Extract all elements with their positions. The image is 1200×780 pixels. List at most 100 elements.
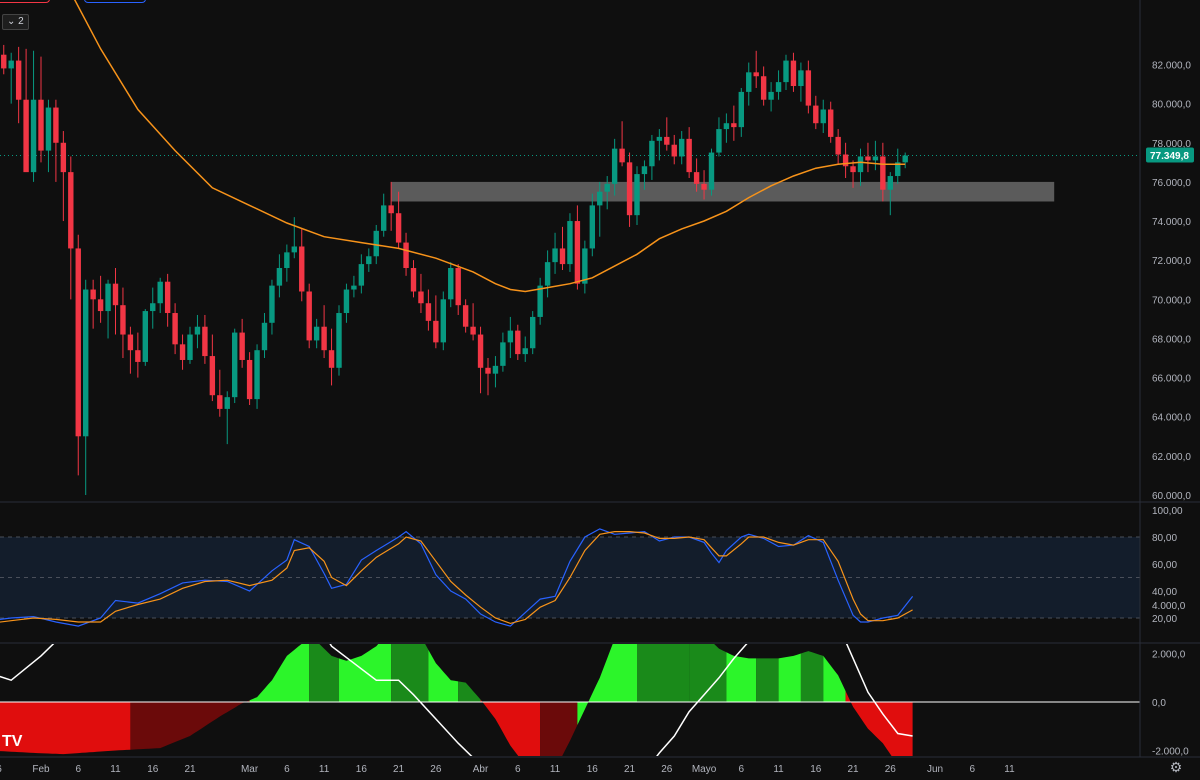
sell-button-edge[interactable] bbox=[0, 0, 50, 3]
candle-body bbox=[485, 367, 491, 374]
candle-body bbox=[269, 285, 275, 323]
x-tick-label: 21 bbox=[624, 764, 636, 775]
stoch-tick-label: 80,00 bbox=[1152, 533, 1177, 544]
candle-body bbox=[313, 326, 320, 341]
candle-body bbox=[448, 268, 454, 300]
candle-body bbox=[172, 313, 178, 345]
candle-body bbox=[857, 156, 864, 173]
x-tick-label: 11 bbox=[319, 764, 330, 775]
candle-body bbox=[202, 326, 208, 357]
candle-body bbox=[194, 326, 201, 335]
x-tick-label: 16 bbox=[810, 764, 822, 775]
candle-body bbox=[291, 246, 297, 253]
x-tick-label: 26 bbox=[885, 764, 897, 775]
candle-body bbox=[895, 162, 901, 177]
candle-body bbox=[641, 166, 648, 175]
candle-body bbox=[284, 252, 290, 269]
x-tick-label: Mar bbox=[241, 764, 259, 775]
candle-body bbox=[179, 344, 186, 360]
support-zone bbox=[391, 181, 1055, 202]
price-tick-label: 78.000,0 bbox=[1152, 139, 1191, 150]
x-tick-label: 26 bbox=[0, 764, 2, 775]
candle-body bbox=[224, 397, 230, 409]
x-tick-label: Feb bbox=[32, 764, 50, 775]
candle-body bbox=[492, 365, 499, 374]
candle-body bbox=[880, 156, 886, 190]
candle-body bbox=[217, 395, 223, 409]
price-tick-label: 62.000,0 bbox=[1152, 452, 1191, 463]
x-tick-label: 26 bbox=[430, 764, 442, 775]
macd-hist-segment bbox=[778, 653, 801, 702]
buy-button-edge[interactable] bbox=[84, 0, 146, 3]
candle-body bbox=[865, 156, 871, 161]
candle-body bbox=[701, 183, 707, 190]
macd-hist-segment bbox=[249, 644, 310, 702]
indicator-collapse-badge[interactable]: ⌄ 2 bbox=[2, 14, 29, 30]
stoch-tick-label: 20,00 bbox=[1152, 614, 1177, 625]
indicator-count: 2 bbox=[18, 16, 24, 27]
stoch-tick-label: 40,00 bbox=[1152, 587, 1177, 598]
x-tick-label: Mayo bbox=[692, 764, 717, 775]
x-tick-label: Abr bbox=[473, 764, 489, 775]
candle-body bbox=[552, 248, 558, 263]
candle-body bbox=[708, 152, 715, 190]
candle-body bbox=[403, 242, 409, 269]
candle-body bbox=[15, 60, 22, 100]
candle-body bbox=[97, 299, 104, 312]
candle-body bbox=[634, 174, 640, 216]
price-tick-label: 60.000,0 bbox=[1152, 491, 1191, 502]
candle-body bbox=[679, 138, 685, 157]
candle-body bbox=[574, 221, 581, 284]
candle-body bbox=[746, 72, 752, 92]
x-tick-label: Jun bbox=[927, 764, 943, 775]
candle-body bbox=[187, 334, 193, 360]
candle-body bbox=[105, 283, 111, 312]
price-badge-bg bbox=[1146, 147, 1194, 163]
stochastic-pane bbox=[0, 528, 1140, 627]
macd-hist-segment bbox=[689, 644, 727, 702]
candle-body bbox=[23, 99, 29, 173]
x-tick-label: 6 bbox=[515, 764, 521, 775]
ema-line bbox=[73, 0, 906, 293]
macd-hist-segment bbox=[845, 691, 913, 756]
x-tick-label: 16 bbox=[147, 764, 159, 775]
candle-body bbox=[366, 256, 372, 265]
macd-tick-label: -2.000,0 bbox=[1152, 747, 1189, 758]
candle-body bbox=[112, 283, 119, 306]
candle-body bbox=[887, 176, 893, 190]
price-pane bbox=[0, 0, 1140, 495]
x-tick-label: 11 bbox=[773, 764, 784, 775]
candle-body bbox=[306, 291, 312, 341]
candle-body bbox=[649, 140, 655, 167]
candle-body bbox=[381, 205, 387, 231]
candle-body bbox=[723, 123, 730, 130]
macd-pane: TV bbox=[0, 644, 1140, 756]
candle-body bbox=[842, 154, 849, 167]
price-tick-label: 64.000,0 bbox=[1152, 413, 1191, 424]
x-tick-label: 6 bbox=[969, 764, 975, 775]
macd-hist-segment bbox=[480, 699, 541, 756]
macd-hist-segment bbox=[0, 702, 131, 755]
candle-body bbox=[671, 144, 677, 157]
candle-body bbox=[351, 285, 357, 290]
candle-body bbox=[120, 305, 126, 335]
x-tick-label: 21 bbox=[184, 764, 196, 775]
candle-body bbox=[336, 313, 342, 368]
candle-body bbox=[418, 291, 424, 304]
price-tick-label: 72.000,0 bbox=[1152, 256, 1191, 267]
candle-body bbox=[261, 322, 268, 351]
candle-body bbox=[60, 142, 67, 173]
candle-body bbox=[135, 350, 141, 362]
settings-gear-icon[interactable]: ⚙ bbox=[1169, 759, 1183, 775]
macd-tick-label: 0,0 bbox=[1152, 698, 1166, 709]
candle-body bbox=[232, 332, 238, 398]
candle-body bbox=[515, 330, 521, 355]
candle-body bbox=[835, 136, 841, 155]
x-tick-label: 21 bbox=[393, 764, 405, 775]
macd-tick-label: 4.000,0 bbox=[1152, 601, 1186, 612]
candle-body bbox=[38, 99, 44, 151]
x-tick-label: 16 bbox=[587, 764, 599, 775]
candle-body bbox=[775, 82, 782, 92]
x-tick-label: 21 bbox=[847, 764, 859, 775]
